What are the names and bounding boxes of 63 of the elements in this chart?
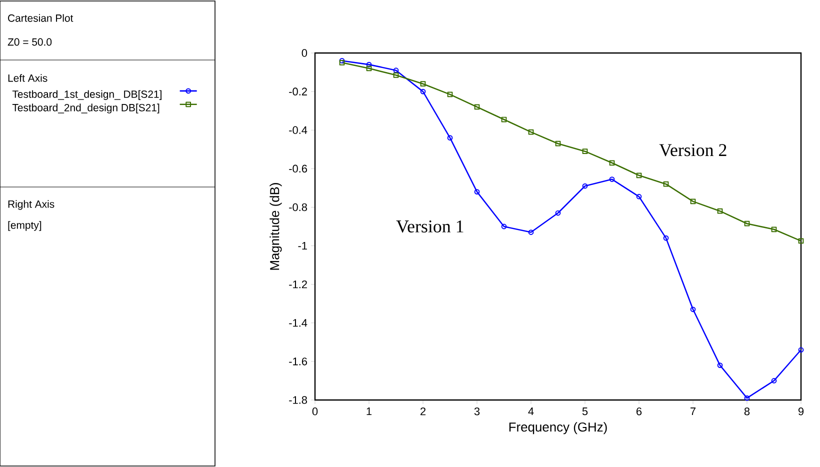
point [717, 208, 723, 214]
point [366, 62, 372, 68]
point [420, 81, 426, 87]
point [528, 230, 534, 235]
x-tick-label: 1 [366, 408, 372, 416]
x-tick-label: 3 [474, 408, 480, 416]
point [636, 172, 642, 178]
point [420, 88, 426, 94]
point [474, 104, 480, 110]
text: Z0 = 50.0 [8, 38, 52, 46]
x-axis-title: Frequency (GHz) [509, 422, 607, 434]
y-tick-label: -0.6 [289, 164, 308, 173]
point [636, 194, 642, 200]
point [717, 362, 723, 368]
x-tick-label: 2 [420, 408, 426, 416]
y-tick-label: -0.8 [289, 203, 308, 212]
point [582, 148, 588, 154]
x-tick-label: 4 [528, 408, 534, 416]
y-tick-label: -1 [298, 242, 307, 250]
annotation: Version 1 [396, 220, 464, 233]
y-tick-label: -1.8 [289, 396, 308, 404]
x-tick-label: 7 [690, 408, 696, 416]
point [447, 135, 453, 141]
point [501, 116, 507, 122]
point [393, 72, 399, 78]
text: [empty] [8, 221, 42, 231]
y-tick-label: -1.4 [289, 319, 308, 327]
text: Right Axis [8, 200, 54, 210]
point [744, 395, 750, 401]
point [528, 129, 534, 135]
point [366, 66, 372, 72]
point [474, 189, 480, 194]
point [555, 210, 561, 216]
x-tick-label: 5 [582, 408, 588, 416]
x-tick-label: 9 [798, 408, 804, 416]
legend-label: Testboard_2nd_design DB[S21] [12, 104, 160, 114]
legend-label: Testboard_1st_design_ DB[S21] [12, 90, 162, 100]
x-tick-label: 8 [744, 408, 750, 416]
text: Cartesian Plot [8, 14, 74, 22]
point [663, 181, 669, 187]
point [582, 183, 588, 189]
y-tick-label: -0.4 [289, 126, 308, 134]
point [690, 198, 696, 204]
x-tick-label: 0 [312, 408, 318, 416]
point [609, 160, 615, 166]
point [771, 378, 777, 384]
point [609, 176, 615, 182]
y-tick-label: -1.2 [289, 280, 307, 288]
y-tick-label: 0 [302, 49, 308, 57]
y-axis-title: Magnitude (dB) [270, 183, 282, 270]
x-tick-label: 6 [636, 408, 642, 416]
point [555, 140, 561, 146]
legend-title: Left Axis [8, 74, 48, 82]
point [663, 235, 669, 241]
annotation: Version 2 [659, 144, 726, 156]
point [771, 226, 777, 232]
y-tick-label: -1.6 [289, 358, 308, 366]
point [744, 220, 750, 226]
point [798, 238, 804, 244]
point [501, 224, 507, 230]
point [447, 92, 453, 98]
y-tick-label: -0.2 [289, 88, 307, 96]
point [690, 306, 696, 312]
